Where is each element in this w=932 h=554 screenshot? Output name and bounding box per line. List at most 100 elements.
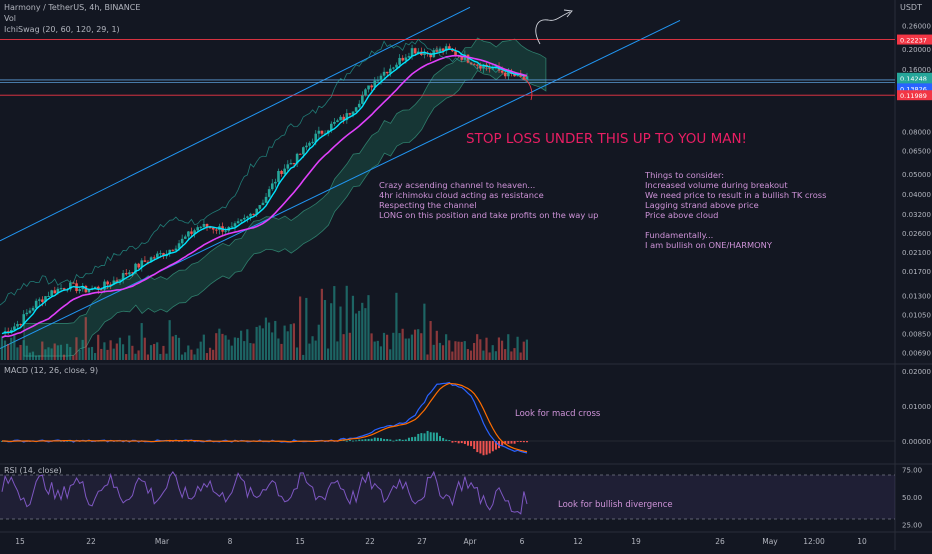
tenkan-sen-line bbox=[1, 48, 528, 335]
volume-bar bbox=[249, 343, 252, 360]
candle-body bbox=[475, 64, 479, 66]
kijun-sen-line bbox=[1, 54, 528, 339]
candle-body bbox=[336, 120, 339, 122]
rsi-tick-label: 75.00 bbox=[902, 467, 922, 475]
volume-bar bbox=[267, 322, 271, 360]
lagging-span-line bbox=[0, 38, 500, 306]
candle-body bbox=[283, 168, 286, 174]
volume-bar bbox=[441, 345, 445, 360]
macd-histogram-bar bbox=[460, 441, 463, 444]
volume-bar bbox=[109, 340, 112, 360]
macd-histogram-bar bbox=[358, 439, 361, 441]
volume-bar bbox=[320, 288, 323, 360]
macd-histogram-bar bbox=[432, 432, 435, 441]
candle-body bbox=[47, 296, 50, 298]
volume-bar bbox=[66, 343, 69, 360]
volume-bar bbox=[103, 342, 106, 360]
candle-body bbox=[491, 68, 495, 70]
volume-bar bbox=[190, 349, 193, 360]
consider-note-line: Lagging strand above price bbox=[645, 200, 759, 210]
channel-note-line: 4hr ichimoku cloud acting as resistance bbox=[379, 190, 544, 200]
volume-bar bbox=[47, 347, 50, 360]
volume-bar bbox=[261, 328, 264, 360]
macd-histogram-bar bbox=[370, 438, 373, 441]
macd-histogram-bar bbox=[386, 438, 389, 441]
candle-body bbox=[292, 163, 296, 165]
macd-histogram-bar bbox=[448, 440, 451, 441]
candle-body bbox=[187, 231, 190, 237]
time-tick-label: 22 bbox=[365, 537, 375, 546]
candle-body bbox=[19, 324, 22, 326]
price-tick-label: 0.02100 bbox=[902, 249, 931, 257]
macd-histogram-bar bbox=[488, 441, 491, 454]
macd-histogram-bar bbox=[466, 441, 469, 446]
candle-body bbox=[267, 189, 271, 197]
volume-bar bbox=[423, 303, 426, 360]
volume-bar bbox=[202, 334, 205, 360]
rsi-label: RSI (14, close) bbox=[4, 466, 62, 475]
volume-bar bbox=[448, 340, 451, 360]
candle-body bbox=[289, 163, 293, 165]
volume-bar bbox=[212, 349, 215, 360]
candle-body bbox=[34, 300, 38, 308]
volume-bar bbox=[31, 351, 35, 360]
macd-label: MACD (12, 26, close, 9) bbox=[4, 366, 99, 375]
candle-body bbox=[28, 310, 32, 313]
macd-histogram-bar bbox=[414, 436, 417, 441]
volume-bar bbox=[75, 337, 78, 360]
macd-histogram-bar bbox=[376, 437, 379, 441]
candle-body bbox=[277, 170, 280, 182]
volume-bar bbox=[445, 334, 448, 360]
volume-bar bbox=[389, 349, 392, 360]
candle-body bbox=[401, 57, 405, 61]
rsi-annotation: Look for bullish divergence bbox=[558, 500, 673, 510]
price-tag-label: 0.22237 bbox=[900, 37, 927, 45]
volume-bar bbox=[246, 329, 249, 360]
volume-bar bbox=[358, 310, 361, 360]
volume-bar bbox=[25, 345, 28, 360]
volume-bar bbox=[224, 335, 227, 360]
candle-body bbox=[314, 133, 318, 142]
price-tag bbox=[897, 90, 932, 101]
candle-body bbox=[143, 260, 147, 262]
candle-body bbox=[199, 226, 203, 228]
volume-bar bbox=[426, 354, 429, 360]
macd-histogram-bar bbox=[364, 439, 367, 441]
macd-histogram-bar bbox=[439, 436, 442, 441]
volume-bar bbox=[420, 333, 423, 360]
time-tick-label: 12:00 bbox=[803, 537, 825, 546]
macd-histogram-bar bbox=[494, 441, 497, 450]
macd-histogram-bar bbox=[383, 438, 386, 441]
volume-bar bbox=[330, 303, 333, 360]
volume-bar bbox=[491, 345, 494, 360]
volume-bar bbox=[497, 337, 501, 360]
volume-bar bbox=[137, 350, 140, 360]
candle-body bbox=[190, 231, 193, 234]
macd-histogram-bar bbox=[389, 439, 392, 441]
rsi-tick-label: 50.00 bbox=[902, 494, 922, 502]
candle-body bbox=[404, 57, 408, 61]
volume-bar bbox=[283, 325, 286, 360]
candle-body bbox=[168, 249, 172, 254]
price-tick-label: 0.00690 bbox=[902, 349, 931, 357]
macd-tick-label: 0.02000 bbox=[902, 368, 931, 376]
candle-body bbox=[423, 52, 426, 55]
candle-body bbox=[72, 282, 75, 284]
candle-body bbox=[239, 219, 243, 222]
volume-bar bbox=[227, 339, 230, 360]
volume-bar bbox=[41, 341, 44, 360]
volume-bar bbox=[10, 337, 13, 360]
candle-body bbox=[410, 48, 414, 57]
volume-bar bbox=[339, 306, 342, 360]
volume-bar bbox=[149, 345, 153, 360]
target-arrowhead bbox=[563, 9, 573, 18]
volume-bar bbox=[215, 333, 218, 360]
candle-body bbox=[103, 281, 106, 290]
volume-bar bbox=[34, 355, 38, 360]
volume-bar bbox=[258, 325, 261, 360]
volume-bar bbox=[299, 296, 302, 360]
candle-body bbox=[392, 67, 395, 69]
candle-body bbox=[81, 285, 85, 290]
volume-bar bbox=[165, 353, 168, 360]
macd-histogram-bar bbox=[442, 437, 445, 441]
